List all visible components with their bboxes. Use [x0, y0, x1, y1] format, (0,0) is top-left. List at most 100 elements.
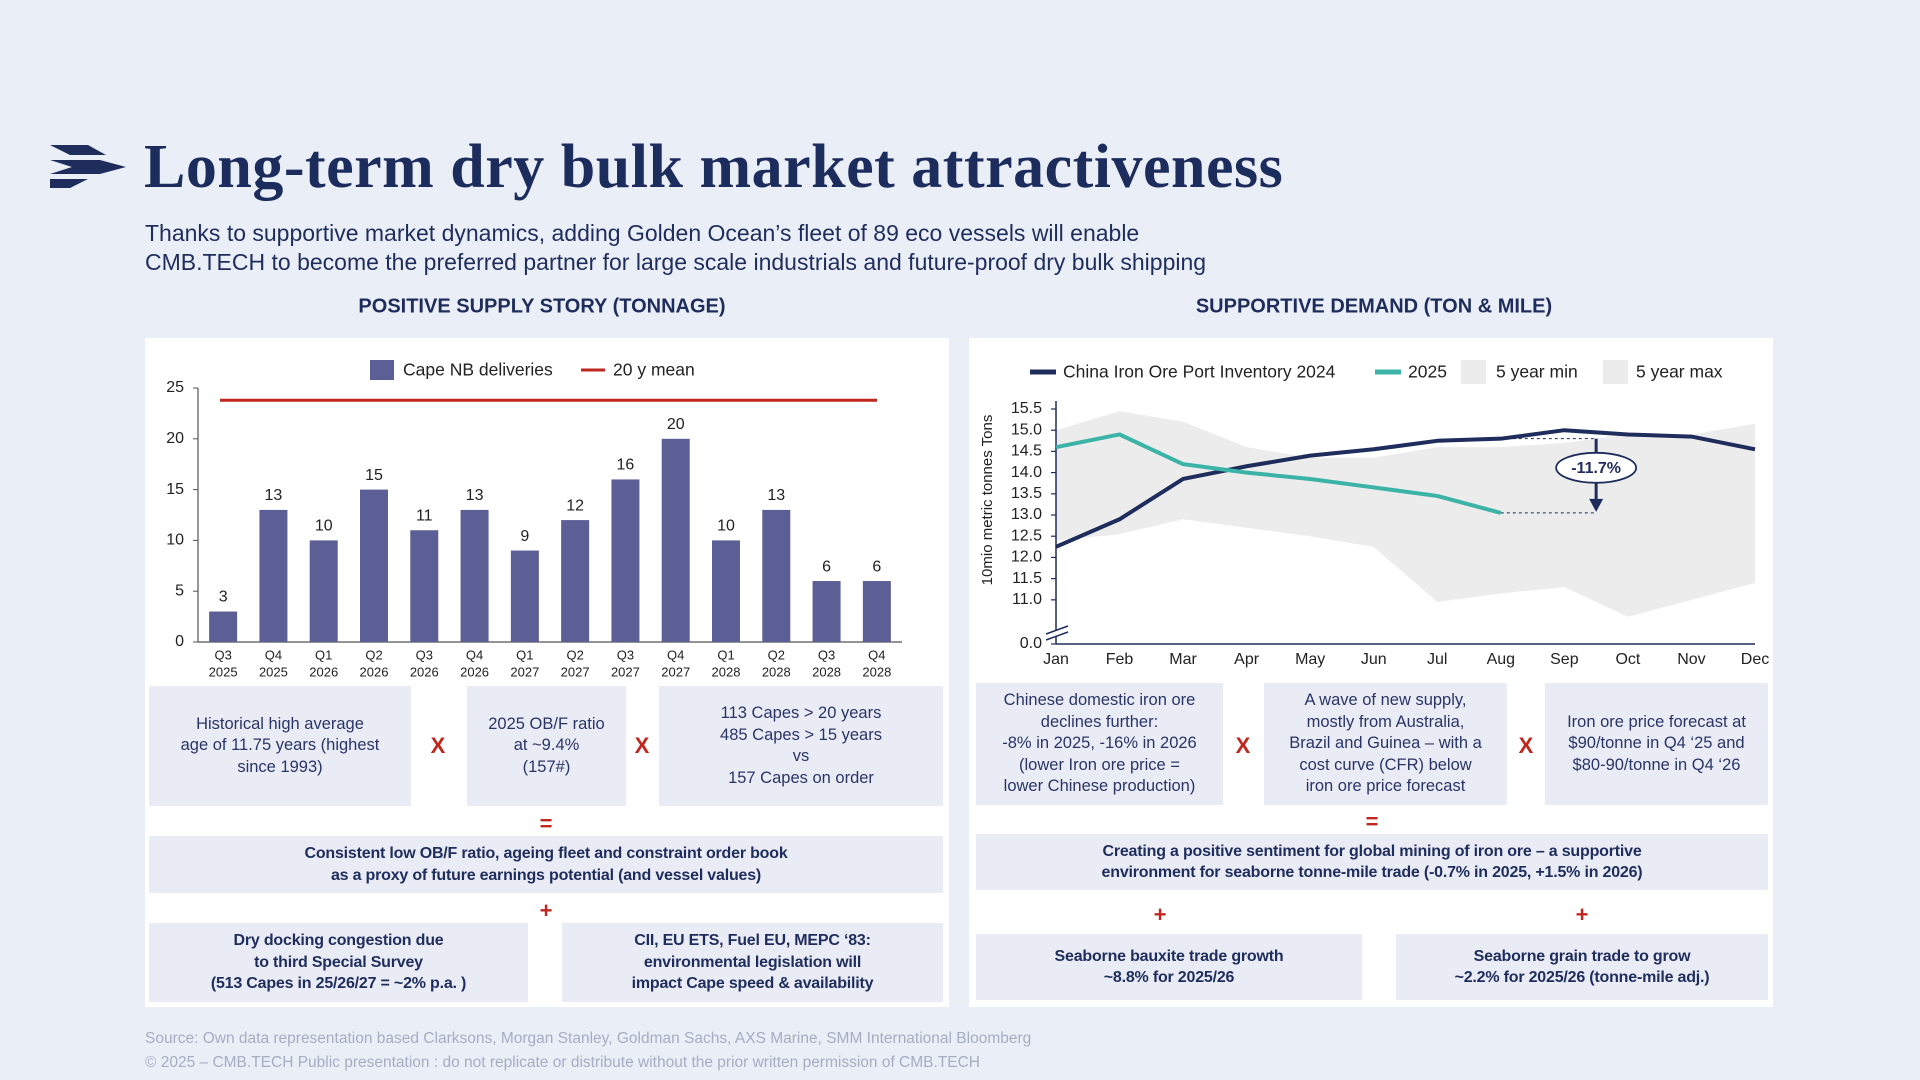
bar [460, 509, 489, 642]
x-tick-label: 2027 [510, 664, 539, 679]
x-tick-label: Oct [1615, 651, 1640, 668]
operator: = [1365, 809, 1379, 834]
left-panel [145, 338, 949, 1007]
operator: + [539, 898, 553, 923]
text-line: A wave of new supply, [1304, 691, 1467, 710]
subtitle-line: CMB.TECH to become the preferred partner… [145, 249, 1207, 275]
legend-label: China Iron Ore Port Inventory 2024 [1063, 362, 1336, 382]
x-tick-label: Q3 [617, 647, 634, 662]
data-label: 15 [365, 467, 383, 484]
y-tick-label: 15.5 [1011, 400, 1042, 417]
x-tick-label: Dec [1741, 651, 1769, 668]
x-tick-label: Q3 [818, 647, 835, 662]
text-box: Seaborne grain trade to grow ~2.2% for 20… [1396, 934, 1768, 1000]
section-heading: POSITIVE SUPPLY STORY (TONNAGE) [358, 295, 725, 317]
x-tick-label: Jun [1361, 651, 1387, 668]
source-note: Source: Own data representation based Cl… [145, 1030, 1032, 1047]
text-line: Seaborne bauxite trade growth [1054, 947, 1284, 965]
y-axis-label: 10mio metric tonnes Tons [979, 415, 996, 586]
x-tick-label: Jul [1427, 651, 1447, 668]
x-tick-label: Q4 [265, 647, 282, 662]
text-line: (157#) [522, 757, 571, 776]
text-line: 113 Capes > 20 years [720, 704, 882, 722]
text-box: A wave of new supply, mostly from Austral… [1264, 683, 1507, 805]
text-line: as a proxy of future earnings potential … [330, 866, 762, 884]
operator: + [1575, 902, 1589, 927]
x-tick-label: 2026 [360, 664, 389, 679]
x-tick-label: Q2 [365, 647, 382, 662]
y-tick-label: 25 [166, 379, 184, 396]
text-box: 2025 OB/F ratio at ~9.4% (157#) [467, 686, 626, 806]
text-line: 2025 OB/F ratio [488, 714, 605, 733]
x-tick-label: 2028 [812, 664, 841, 679]
x-tick-label: Nov [1677, 651, 1705, 668]
axis-break [1045, 631, 1069, 641]
x-tick-label: 2028 [762, 664, 791, 679]
data-label: 6 [822, 558, 831, 575]
text-box: CII, EU ETS, Fuel EU, MEPC ‘83: environme… [562, 923, 943, 1002]
x-tick-label: Q3 [214, 647, 231, 662]
logo [50, 145, 126, 188]
y-tick-label: 12.5 [1011, 527, 1042, 544]
operator: X [1518, 733, 1534, 758]
x-tick-label: Q2 [566, 647, 583, 662]
operator: = [539, 811, 553, 836]
text-line: -8% in 2025, -16% in 2026 [1002, 734, 1197, 753]
x-tick-label: 2026 [460, 664, 489, 679]
text-box: Iron ore price forecast at $90/tonne in Q… [1545, 683, 1768, 805]
bar [510, 550, 539, 642]
text-box: Creating a positive sentiment for global… [976, 834, 1768, 890]
y-tick-label: 12.0 [1011, 549, 1042, 566]
legend-label: 5 year max [1636, 362, 1723, 382]
text-line: Chinese domestic iron ore [1003, 691, 1196, 710]
data-label: 13 [767, 487, 785, 504]
text-box: Dry docking congestion due to third Speci… [149, 923, 528, 1002]
data-label: 11 [416, 507, 433, 524]
text-line: environmental legislation will [643, 953, 862, 971]
text-line: impact Cape speed & availability [631, 975, 874, 993]
text-line: (lower Iron ore price = [1019, 755, 1180, 774]
annotation-label: -11.7% [1571, 460, 1621, 477]
y-tick-label: 13.5 [1011, 485, 1042, 502]
x-tick-label: Q1 [315, 647, 332, 662]
series-line [1055, 432, 1502, 515]
data-label: 6 [872, 558, 881, 575]
text-line: at ~9.4% [513, 736, 580, 755]
legend-swatch [1603, 360, 1628, 384]
operator: X [634, 733, 650, 758]
text-box: Seaborne bauxite trade growth ~8.8% for 2… [976, 934, 1362, 1000]
text-line: cost curve (CFR) below [1299, 755, 1472, 774]
legend-label: 5 year min [1496, 362, 1578, 382]
bar [712, 540, 740, 642]
text-line: mostly from Australia, [1306, 712, 1465, 731]
legend-swatch [1461, 360, 1486, 384]
text-line: $80-90/tonne in Q4 ‘26 [1572, 755, 1741, 774]
x-tick-label: Q3 [416, 647, 433, 662]
text-box: Historical high average age of 11.75 year… [149, 686, 411, 806]
x-tick-label: Mar [1169, 651, 1197, 668]
text-line: 485 Capes > 15 years [720, 725, 882, 744]
y-tick-label: 11.5 [1012, 570, 1042, 587]
bar [410, 530, 439, 642]
y-tick-label: 15.0 [1011, 421, 1042, 438]
operator: X [1235, 733, 1251, 758]
data-label: 3 [219, 589, 228, 606]
text-line: Historical high average [196, 714, 364, 733]
text-line: $90/tonne in Q4 ‘25 and [1568, 734, 1745, 753]
text-line: Brazil and Guinea – with a [1289, 734, 1482, 753]
bar [561, 520, 590, 642]
slide-title: Long-term dry bulk market attractiveness [144, 133, 1284, 201]
data-label: 9 [520, 528, 529, 545]
x-tick-label: 2028 [862, 664, 891, 679]
annotation-arrowhead [1589, 498, 1604, 512]
y-tick-label: 15 [166, 481, 184, 498]
x-tick-label: 2028 [712, 664, 741, 679]
series-line [1055, 428, 1756, 549]
bar [360, 489, 388, 642]
bar [862, 581, 891, 642]
axis-break [1045, 625, 1069, 635]
x-tick-label: Jan [1043, 651, 1069, 668]
bar [309, 540, 338, 642]
text-line: to third Special Survey [254, 953, 423, 971]
